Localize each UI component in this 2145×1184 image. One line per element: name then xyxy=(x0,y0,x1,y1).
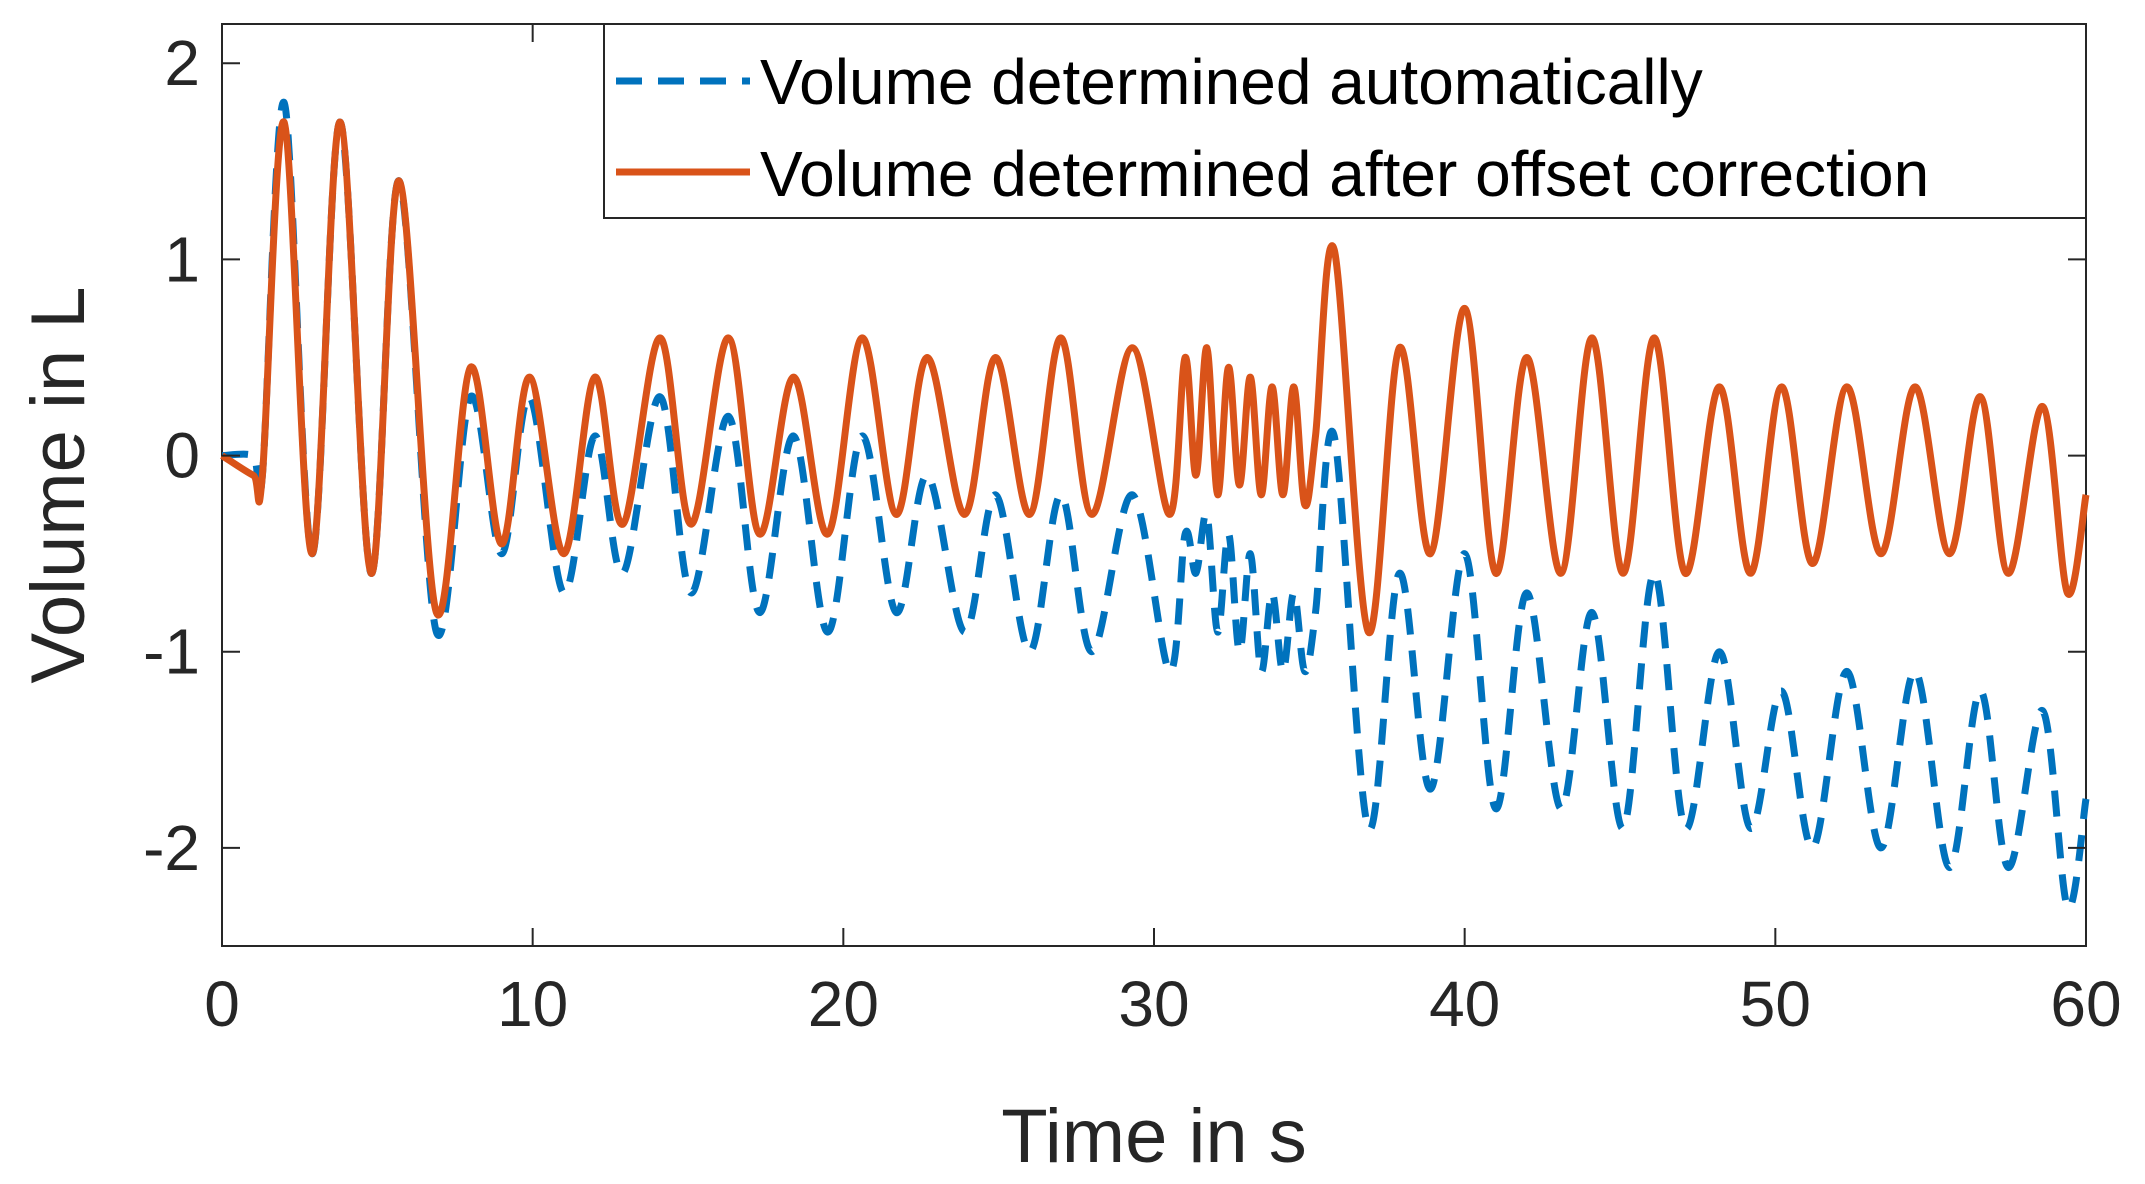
y-axis-title: Volume in L xyxy=(16,286,101,683)
y-axis-ticks: -2 -1 0 1 2 xyxy=(143,27,2086,884)
x-tick-label: 20 xyxy=(808,968,879,1040)
legend-label-automatic: Volume determined automatically xyxy=(760,46,1703,118)
legend-box xyxy=(603,23,2087,219)
series-line-offset-corrected xyxy=(220,118,2090,636)
x-tick-label: 40 xyxy=(1429,968,1500,1040)
y-tick-label: -1 xyxy=(143,616,200,688)
x-axis-title: Time in s xyxy=(1001,1094,1306,1179)
y-tick-label: -2 xyxy=(143,812,200,884)
legend-label-offset-corrected: Volume determined after offset correctio… xyxy=(760,138,1929,210)
x-tick-label: 10 xyxy=(497,968,568,1040)
x-tick-label: 0 xyxy=(204,968,240,1040)
x-axis-ticks: 0 10 20 30 40 50 60 xyxy=(204,24,2122,1040)
y-tick-label: 2 xyxy=(164,27,200,99)
series-layer xyxy=(220,98,2090,912)
series-line-automatic xyxy=(221,98,2090,912)
legend: Volume determined automatically Volume d… xyxy=(603,23,2087,219)
y-tick-label: 1 xyxy=(164,223,200,295)
x-tick-label: 30 xyxy=(1118,968,1189,1040)
x-tick-label: 50 xyxy=(1740,968,1811,1040)
y-tick-label: 0 xyxy=(164,420,200,492)
x-tick-label: 60 xyxy=(2050,968,2121,1040)
